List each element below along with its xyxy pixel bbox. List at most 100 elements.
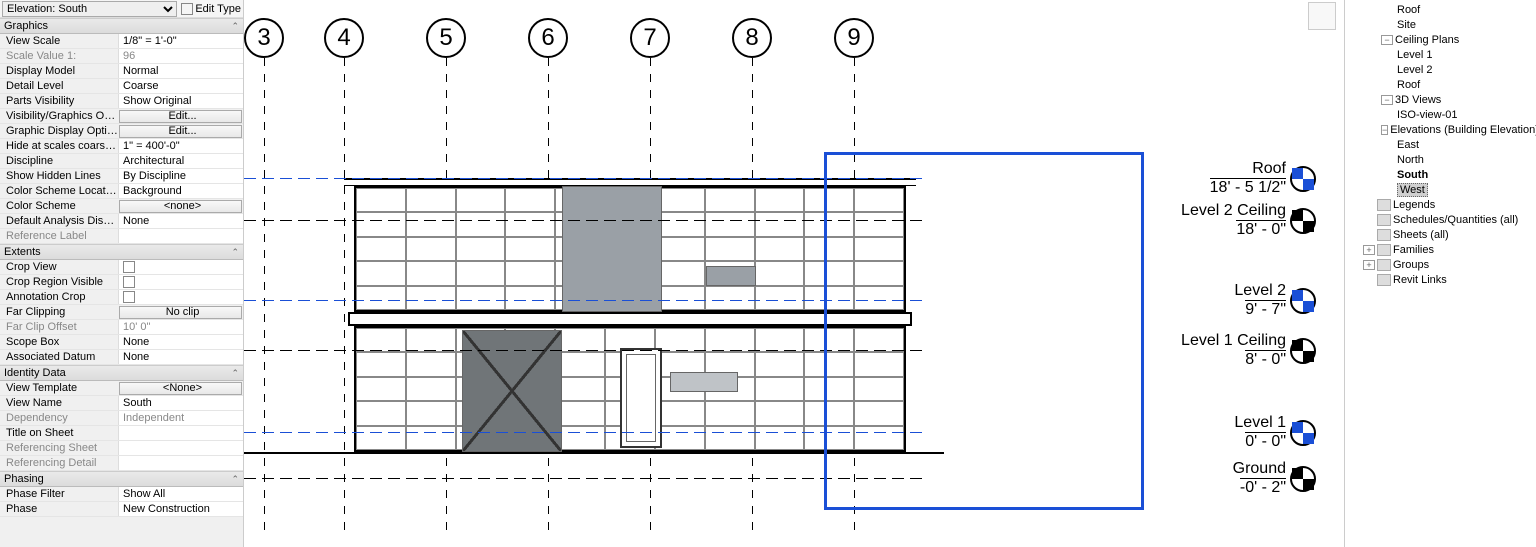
tree-item[interactable]: Roof — [1345, 77, 1536, 92]
tree-label: Revit Links — [1393, 274, 1447, 286]
prop-value[interactable]: <none> — [119, 200, 242, 213]
grid-bubble[interactable]: 3 — [244, 18, 284, 58]
tree-item[interactable]: Site — [1345, 17, 1536, 32]
level-marker[interactable]: Ground-0' - 2" — [1233, 460, 1286, 497]
grid-bubble[interactable]: 8 — [732, 18, 772, 58]
prop-row: Associated DatumNone — [0, 350, 243, 365]
prop-value[interactable]: South — [118, 396, 243, 410]
checkbox[interactable] — [123, 291, 135, 303]
prop-value[interactable]: Background — [118, 184, 243, 198]
prop-value[interactable] — [118, 441, 243, 455]
prop-value[interactable]: 10' 0" — [118, 320, 243, 334]
tree-item[interactable]: −Elevations (Building Elevation) — [1345, 122, 1536, 137]
prop-value[interactable]: None — [118, 335, 243, 349]
wall-panel — [670, 372, 738, 392]
tree-item[interactable]: −3D Views — [1345, 92, 1536, 107]
prop-value[interactable] — [118, 426, 243, 440]
grid-bubble[interactable]: 6 — [528, 18, 568, 58]
section-identity[interactable]: Identity Data⌃ — [0, 365, 243, 381]
tree-label: Roof — [1397, 4, 1420, 16]
level-line — [244, 300, 924, 301]
edit-type-button[interactable]: Edit Type — [181, 3, 241, 15]
prop-value[interactable] — [118, 456, 243, 470]
prop-value[interactable]: Coarse — [118, 79, 243, 93]
prop-value[interactable]: Architectural — [118, 154, 243, 168]
prop-value[interactable] — [118, 229, 243, 243]
grid-bubble[interactable]: 9 — [834, 18, 874, 58]
level-symbol-icon — [1290, 420, 1316, 446]
tree-item[interactable]: ISO-view-01 — [1345, 107, 1536, 122]
tree-item[interactable]: North — [1345, 152, 1536, 167]
tree-item[interactable]: Sheets (all) — [1345, 227, 1536, 242]
prop-value[interactable]: None — [118, 350, 243, 364]
tree-item[interactable]: South — [1345, 167, 1536, 182]
prop-value[interactable]: By Discipline — [118, 169, 243, 183]
prop-value[interactable]: Show All — [118, 487, 243, 501]
level-marker[interactable]: Roof18' - 5 1/2" — [1210, 160, 1286, 197]
expand-icon[interactable]: + — [1363, 260, 1375, 270]
tree-label: 3D Views — [1395, 94, 1441, 106]
expand-icon[interactable]: + — [1363, 245, 1375, 255]
level-marker[interactable]: Level 1 Ceiling8' - 0" — [1181, 332, 1286, 369]
level-marker[interactable]: Level 29' - 7" — [1234, 282, 1286, 319]
selection-box — [824, 152, 1144, 510]
tree-label: Roof — [1397, 79, 1420, 91]
prop-label: Phase — [0, 503, 118, 515]
properties-panel: Elevation: South Edit Type Graphics⌃View… — [0, 0, 244, 547]
grid-bubble[interactable]: 7 — [630, 18, 670, 58]
prop-value[interactable]: No clip — [119, 306, 242, 319]
section-graphics[interactable]: Graphics⌃ — [0, 18, 243, 34]
fam-icon — [1377, 244, 1391, 256]
tree-item[interactable]: Level 2 — [1345, 62, 1536, 77]
level-marker[interactable]: Level 10' - 0" — [1234, 414, 1286, 451]
prop-value[interactable]: 96 — [118, 49, 243, 63]
tree-item[interactable]: Schedules/Quantities (all) — [1345, 212, 1536, 227]
tree-item[interactable]: Level 1 — [1345, 47, 1536, 62]
tree-item[interactable]: +Families — [1345, 242, 1536, 257]
tree-label: Ceiling Plans — [1395, 34, 1459, 46]
grid-bubble[interactable]: 4 — [324, 18, 364, 58]
tree-item[interactable]: East — [1345, 137, 1536, 152]
prop-row: Title on Sheet — [0, 426, 243, 441]
link-icon — [1377, 274, 1391, 286]
prop-row: View Scale1/8" = 1'-0" — [0, 34, 243, 49]
prop-value[interactable]: Show Original — [118, 94, 243, 108]
checkbox[interactable] — [123, 261, 135, 273]
section-extents[interactable]: Extents⌃ — [0, 244, 243, 260]
tree-item[interactable]: West — [1345, 182, 1536, 197]
tree-item[interactable]: Revit Links — [1345, 272, 1536, 287]
level-elevation: 18' - 5 1/2" — [1210, 178, 1286, 197]
prop-label: Title on Sheet — [0, 427, 118, 439]
level-name: Level 2 Ceiling — [1181, 202, 1286, 220]
level-marker[interactable]: Level 2 Ceiling18' - 0" — [1181, 202, 1286, 239]
section-phasing[interactable]: Phasing⌃ — [0, 471, 243, 487]
expand-icon[interactable]: − — [1381, 35, 1393, 45]
prop-value[interactable]: 1" = 400'-0" — [118, 139, 243, 153]
grid-bubble[interactable]: 5 — [426, 18, 466, 58]
prop-value[interactable]: <None> — [119, 382, 242, 395]
expand-icon[interactable]: − — [1381, 125, 1388, 135]
level-elevation: 8' - 0" — [1245, 350, 1286, 369]
tree-item[interactable]: −Ceiling Plans — [1345, 32, 1536, 47]
prop-row: Display ModelNormal — [0, 64, 243, 79]
prop-value[interactable]: 1/8" = 1'-0" — [118, 34, 243, 48]
prop-row: View Template<None> — [0, 381, 243, 396]
tree-item[interactable]: Legends — [1345, 197, 1536, 212]
level-elevation: 9' - 7" — [1245, 300, 1286, 319]
drawing-canvas[interactable]: 3456789 Roof18' - 5 1/2"Level 2 Ceiling1… — [244, 0, 1344, 547]
prop-value[interactable]: None — [118, 214, 243, 228]
nav-cube[interactable] — [1308, 2, 1336, 30]
level-name: Level 1 — [1234, 414, 1286, 432]
expand-icon[interactable]: − — [1381, 95, 1393, 105]
tree-item[interactable]: +Groups — [1345, 257, 1536, 272]
prop-row: Annotation Crop — [0, 290, 243, 305]
tree-item[interactable]: Roof — [1345, 2, 1536, 17]
prop-row: Crop Region Visible — [0, 275, 243, 290]
prop-value[interactable]: Edit... — [119, 125, 242, 138]
prop-value[interactable]: Edit... — [119, 110, 242, 123]
prop-value[interactable]: Independent — [118, 411, 243, 425]
prop-value[interactable]: Normal — [118, 64, 243, 78]
prop-value[interactable]: New Construction — [118, 502, 243, 516]
checkbox[interactable] — [123, 276, 135, 288]
elevation-selector[interactable]: Elevation: South — [2, 1, 177, 17]
